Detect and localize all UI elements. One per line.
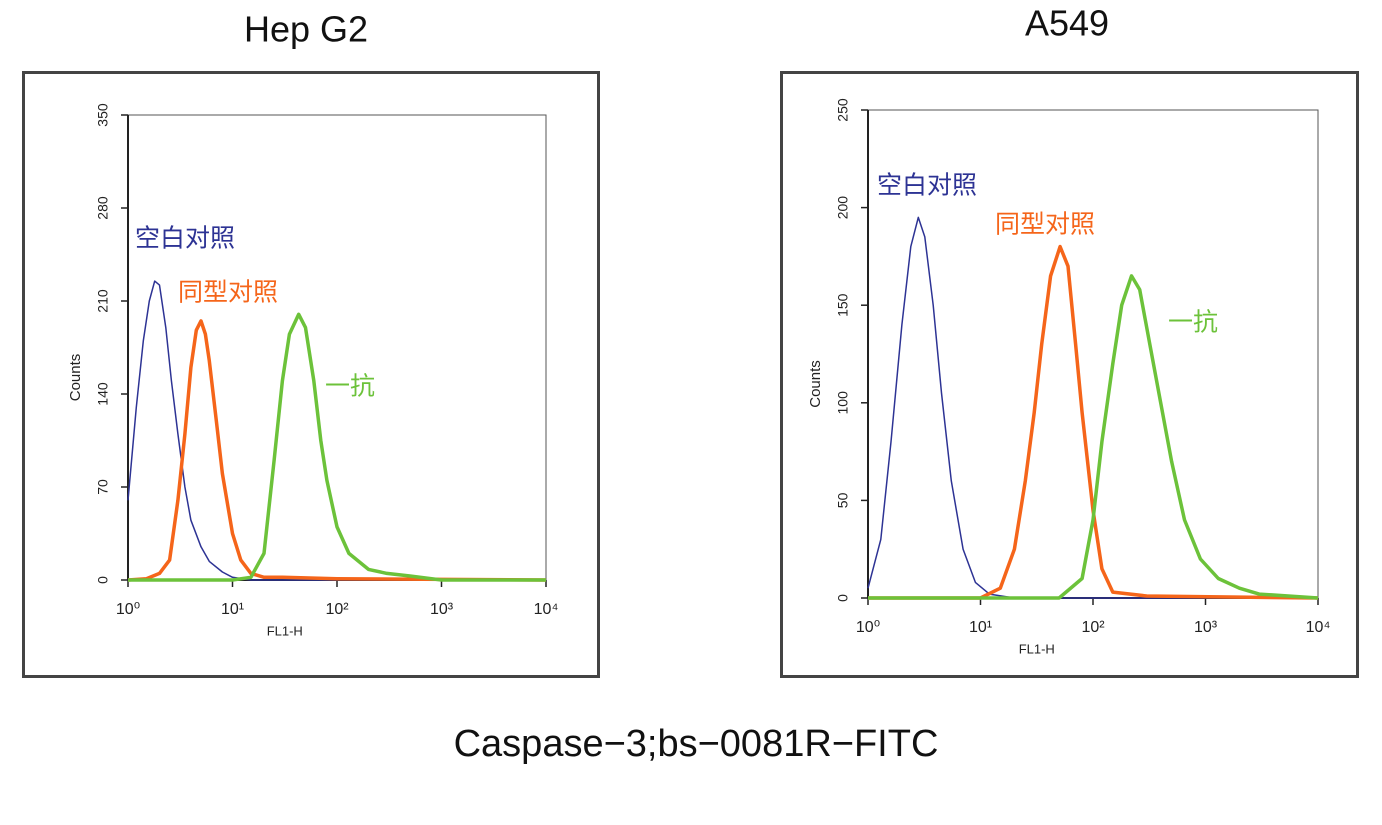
- x-tick-label: 10⁴: [1306, 619, 1331, 636]
- y-tick-label: 70: [95, 479, 111, 495]
- x-tick-label: 10²: [1081, 619, 1105, 636]
- y-axis-label: Counts: [67, 354, 84, 402]
- x-tick-label: 10³: [1194, 619, 1218, 636]
- x-tick-label: 10⁰: [856, 619, 880, 636]
- x-tick-label: 10¹: [221, 601, 244, 618]
- y-tick-label: 140: [95, 382, 111, 406]
- series-label: 空白对照: [135, 225, 235, 253]
- series-label: 同型对照: [995, 211, 1095, 239]
- x-tick-label: 10³: [430, 601, 454, 618]
- series-label: 一抗: [1168, 309, 1218, 337]
- series-label: 同型对照: [178, 279, 278, 307]
- series-line: [868, 274, 1319, 600]
- x-axis-label: FL1-H: [267, 623, 303, 638]
- series-line: [868, 244, 1319, 600]
- y-tick-label: 150: [835, 293, 851, 317]
- y-axis-label: Counts: [807, 360, 824, 408]
- y-tick-label: 200: [835, 196, 851, 220]
- y-tick-label: 210: [95, 289, 111, 313]
- x-tick-label: 10⁰: [116, 601, 140, 618]
- y-tick-label: 100: [835, 391, 851, 415]
- y-tick-label: 280: [95, 196, 111, 220]
- x-tick-label: 10⁴: [534, 601, 559, 618]
- plot-frame: [127, 114, 547, 581]
- series-line: [128, 312, 546, 582]
- x-tick-label: 10²: [325, 601, 349, 618]
- chart-title: Hep G2: [244, 9, 368, 50]
- y-tick-label: 50: [835, 492, 851, 508]
- x-tick-label: 10¹: [969, 619, 992, 636]
- panel-frame: [22, 71, 600, 678]
- panel-frame: [780, 71, 1359, 678]
- series-line: [867, 216, 1318, 599]
- y-tick-label: 350: [95, 103, 111, 127]
- series-line: [127, 319, 547, 582]
- y-tick-label: 0: [835, 594, 851, 602]
- chart-title: A549: [1025, 3, 1109, 44]
- series-label: 一抗: [325, 373, 375, 401]
- y-tick-label: 0: [95, 576, 111, 584]
- caption: Caspase−3;bs−0081R−FITC: [454, 723, 939, 765]
- x-axis-label: FL1-H: [1019, 641, 1055, 656]
- series-label: 空白对照: [877, 172, 977, 200]
- y-tick-label: 250: [835, 98, 851, 122]
- series-line: [127, 280, 546, 581]
